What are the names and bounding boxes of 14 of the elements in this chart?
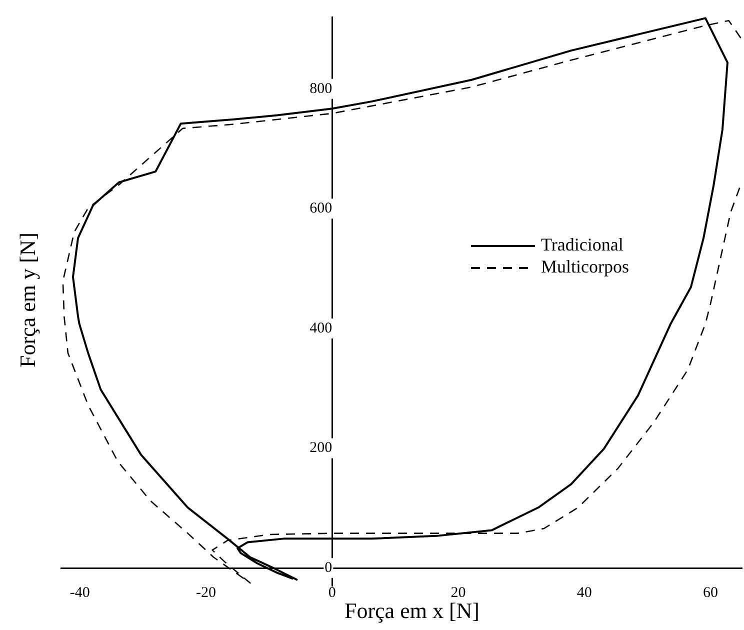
y-tick-label: 600 bbox=[310, 200, 332, 217]
x-tick-label: -40 bbox=[70, 584, 90, 601]
x-axis-title: Força em x [N] bbox=[344, 598, 480, 623]
x-tick-label: 40 bbox=[576, 584, 592, 601]
legend-label: Multicorpos bbox=[541, 256, 629, 277]
x-tick-label: -20 bbox=[196, 584, 216, 601]
y-tick-label: 0 bbox=[324, 560, 332, 576]
y-tick-label: 200 bbox=[310, 440, 332, 456]
y-tick-label: 800 bbox=[310, 80, 332, 97]
legend-label: Tradicional bbox=[541, 234, 624, 255]
x-tick-label: 60 bbox=[702, 584, 718, 601]
y-tick-label: 400 bbox=[310, 320, 332, 336]
y-axis-title: Força em y [N] bbox=[15, 232, 41, 368]
x-tick-label: 20 bbox=[450, 584, 466, 601]
